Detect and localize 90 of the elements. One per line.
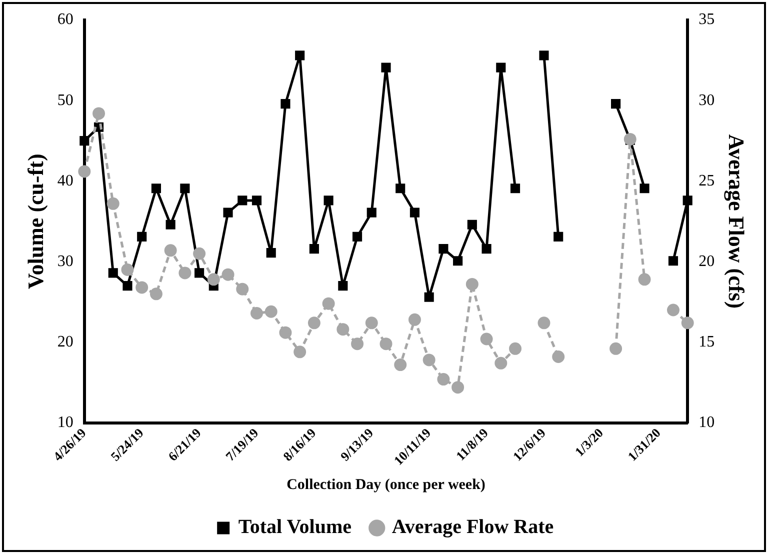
point [640, 184, 650, 194]
point [223, 208, 233, 218]
point [394, 358, 407, 372]
point [137, 232, 147, 242]
point [108, 268, 118, 278]
point [324, 196, 334, 206]
point [264, 305, 278, 318]
y2-tick-label: 20 [698, 252, 715, 270]
point [121, 263, 134, 276]
point [539, 50, 549, 60]
point [80, 136, 90, 146]
point [554, 232, 564, 242]
point [452, 381, 464, 394]
point [164, 244, 177, 257]
point [666, 304, 680, 316]
point [494, 356, 508, 370]
point [151, 184, 161, 194]
point [352, 232, 362, 242]
point [238, 196, 248, 206]
point [396, 184, 406, 194]
point [309, 244, 319, 254]
point [222, 268, 234, 281]
y2-axis-title: Average Flow (cfs) [724, 134, 750, 309]
legend-label: Average Flow Rate [392, 516, 554, 538]
point [178, 266, 192, 280]
y2-tick-label: 15 [698, 333, 715, 350]
legend-label: Total Volume [238, 516, 352, 538]
y-tick-label: 10 [57, 414, 74, 431]
y-tick-label: 20 [57, 333, 74, 350]
point [122, 281, 132, 291]
point [496, 62, 506, 72]
y2-tick-label: 35 [698, 11, 715, 28]
point [180, 184, 190, 194]
y-tick-label: 60 [57, 11, 74, 28]
point [438, 244, 448, 254]
point [92, 107, 106, 120]
point [266, 248, 276, 258]
point [466, 278, 478, 290]
point [106, 197, 120, 210]
y2-tick-label: 25 [698, 172, 715, 190]
point [510, 184, 520, 194]
point [166, 220, 176, 230]
point [509, 342, 522, 355]
y-tick-label: 40 [57, 172, 74, 190]
y2-tick-label: 30 [698, 92, 715, 109]
point [538, 316, 550, 330]
point [453, 256, 463, 266]
point [467, 220, 477, 230]
point [410, 208, 420, 218]
point [668, 256, 678, 266]
point [381, 62, 391, 72]
point [366, 208, 376, 218]
point [322, 297, 335, 310]
point [424, 292, 434, 302]
point [308, 316, 320, 330]
point [624, 132, 636, 146]
point [252, 196, 262, 206]
point [437, 373, 450, 386]
y-axis-title: Volume (cu-ft) [22, 154, 48, 290]
point [250, 306, 263, 320]
point [207, 273, 220, 286]
point [480, 332, 493, 346]
point [336, 323, 350, 336]
point [338, 281, 348, 291]
point [280, 98, 290, 109]
point [422, 354, 436, 366]
point [482, 244, 492, 254]
point [638, 273, 651, 286]
point [682, 196, 692, 206]
point [610, 342, 622, 355]
y-tick-label: 30 [57, 252, 74, 270]
point [136, 281, 148, 294]
point [194, 268, 204, 278]
point [150, 288, 162, 300]
point [380, 338, 392, 350]
point [295, 50, 305, 60]
y-tick-label: 50 [57, 92, 74, 109]
point [279, 326, 292, 339]
point [294, 346, 306, 358]
y2-tick-label: 10 [698, 414, 715, 431]
point [552, 350, 565, 363]
point [365, 316, 378, 330]
point [351, 338, 364, 350]
x-axis-title: Collection Day (once per week) [286, 476, 486, 493]
point [408, 313, 421, 326]
point [681, 316, 694, 330]
point [236, 282, 249, 296]
point [78, 165, 91, 178]
point [611, 98, 621, 109]
point [193, 247, 206, 260]
